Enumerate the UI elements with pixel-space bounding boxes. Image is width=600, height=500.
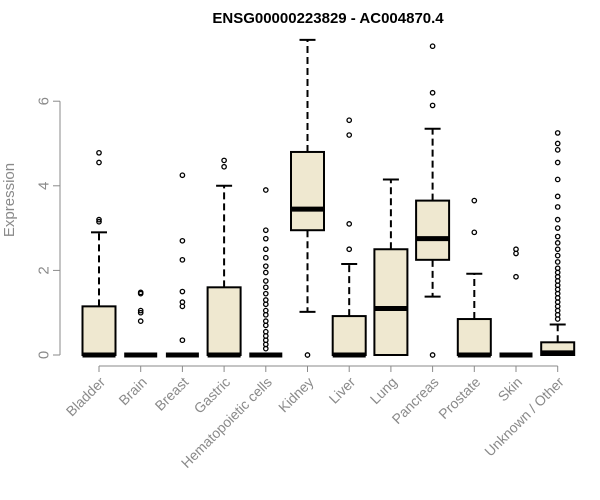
box bbox=[81, 305, 117, 357]
outlier-point bbox=[96, 149, 102, 156]
outlier-point bbox=[554, 204, 561, 210]
outlier-point bbox=[262, 254, 269, 261]
outlier-point bbox=[554, 225, 561, 231]
outlier-point bbox=[513, 246, 519, 253]
outlier-point bbox=[471, 197, 478, 204]
outlier-point bbox=[179, 337, 186, 344]
box bbox=[456, 318, 492, 357]
outlier-point bbox=[137, 318, 144, 325]
box-group bbox=[540, 130, 576, 356]
x-tick-label: Bladder bbox=[63, 374, 109, 420]
outlier-point bbox=[96, 218, 102, 225]
boxes bbox=[81, 38, 576, 358]
outlier-point bbox=[429, 102, 436, 109]
outlier-point bbox=[554, 216, 561, 223]
outlier-point bbox=[513, 273, 519, 280]
outlier-point bbox=[554, 146, 561, 153]
outlier-point bbox=[554, 193, 561, 200]
box-group bbox=[331, 117, 367, 358]
x-tick-label: Unknown / Other bbox=[481, 374, 567, 460]
outlier-point bbox=[262, 263, 269, 270]
y-axis-label: Expression bbox=[1, 163, 18, 237]
outlier-point bbox=[554, 259, 561, 265]
outlier-point bbox=[96, 159, 102, 166]
y-tick-label: 4 bbox=[36, 182, 53, 190]
outlier-point bbox=[262, 284, 269, 291]
outlier-point bbox=[137, 309, 144, 316]
chart-title: ENSG00000223829 - AC004870.4 bbox=[212, 10, 444, 27]
outlier-point bbox=[262, 307, 269, 314]
outlier-point bbox=[179, 237, 186, 244]
box-group bbox=[81, 149, 117, 358]
outlier-point bbox=[221, 163, 227, 170]
box-group bbox=[456, 197, 492, 358]
outlier-point bbox=[137, 289, 144, 296]
x-tick-label: Breast bbox=[152, 374, 192, 414]
outlier-point bbox=[262, 328, 269, 335]
box-group bbox=[415, 43, 451, 358]
y-tick-label: 6 bbox=[36, 97, 53, 105]
box-group bbox=[249, 187, 283, 358]
outlier-point bbox=[554, 233, 561, 240]
y-tick-label: 2 bbox=[36, 266, 53, 274]
box-group bbox=[124, 289, 158, 358]
outlier-point bbox=[554, 240, 561, 246]
outlier-point bbox=[554, 176, 561, 183]
box bbox=[206, 286, 242, 357]
box-group bbox=[290, 38, 325, 358]
outlier-point bbox=[262, 290, 269, 297]
outlier-point bbox=[471, 229, 478, 236]
x-tick-label: Skin bbox=[495, 374, 526, 405]
box bbox=[373, 248, 409, 356]
x-tick-label: Prostate bbox=[435, 374, 483, 422]
outlier-point bbox=[429, 89, 436, 96]
outlier-point bbox=[346, 246, 353, 253]
outlier-point bbox=[554, 159, 561, 166]
outlier-point bbox=[262, 187, 269, 193]
x-tick-label: Brain bbox=[115, 374, 149, 408]
outlier-point bbox=[179, 288, 186, 295]
outlier-point bbox=[346, 117, 353, 124]
outlier-point bbox=[262, 246, 269, 253]
box-group bbox=[499, 246, 533, 358]
outlier-point bbox=[346, 221, 353, 227]
axes: 0 2 4 6 bbox=[36, 97, 558, 367]
outlier-point bbox=[262, 318, 269, 325]
box bbox=[290, 150, 325, 232]
outlier-point bbox=[554, 252, 561, 259]
outlier-point bbox=[429, 352, 436, 358]
box-group bbox=[206, 157, 242, 358]
x-tick-label: Liver bbox=[326, 374, 359, 407]
box-group bbox=[165, 172, 199, 358]
outlier-point bbox=[262, 269, 269, 276]
y-tick-label: 0 bbox=[36, 351, 53, 359]
outlier-point bbox=[262, 297, 269, 303]
outlier-point bbox=[262, 227, 269, 234]
outlier-point bbox=[554, 140, 561, 147]
x-tick-label: Kidney bbox=[275, 374, 317, 416]
outlier-point bbox=[554, 265, 561, 272]
outlier-point bbox=[554, 246, 561, 253]
outlier-point bbox=[137, 307, 144, 314]
outlier-point bbox=[262, 235, 269, 242]
outlier-point bbox=[179, 256, 186, 263]
outlier-point bbox=[96, 216, 102, 223]
outlier-point bbox=[554, 130, 561, 136]
outlier-point bbox=[221, 157, 227, 164]
box-group bbox=[373, 178, 409, 356]
box bbox=[331, 315, 367, 357]
outlier-point bbox=[304, 352, 311, 358]
outlier-point bbox=[346, 132, 353, 138]
outlier-point bbox=[179, 299, 186, 305]
box bbox=[415, 199, 451, 261]
outlier-point bbox=[429, 43, 436, 50]
x-tick-label: Lung bbox=[367, 374, 400, 407]
outlier-point bbox=[262, 278, 269, 284]
outlier-point bbox=[179, 172, 186, 179]
